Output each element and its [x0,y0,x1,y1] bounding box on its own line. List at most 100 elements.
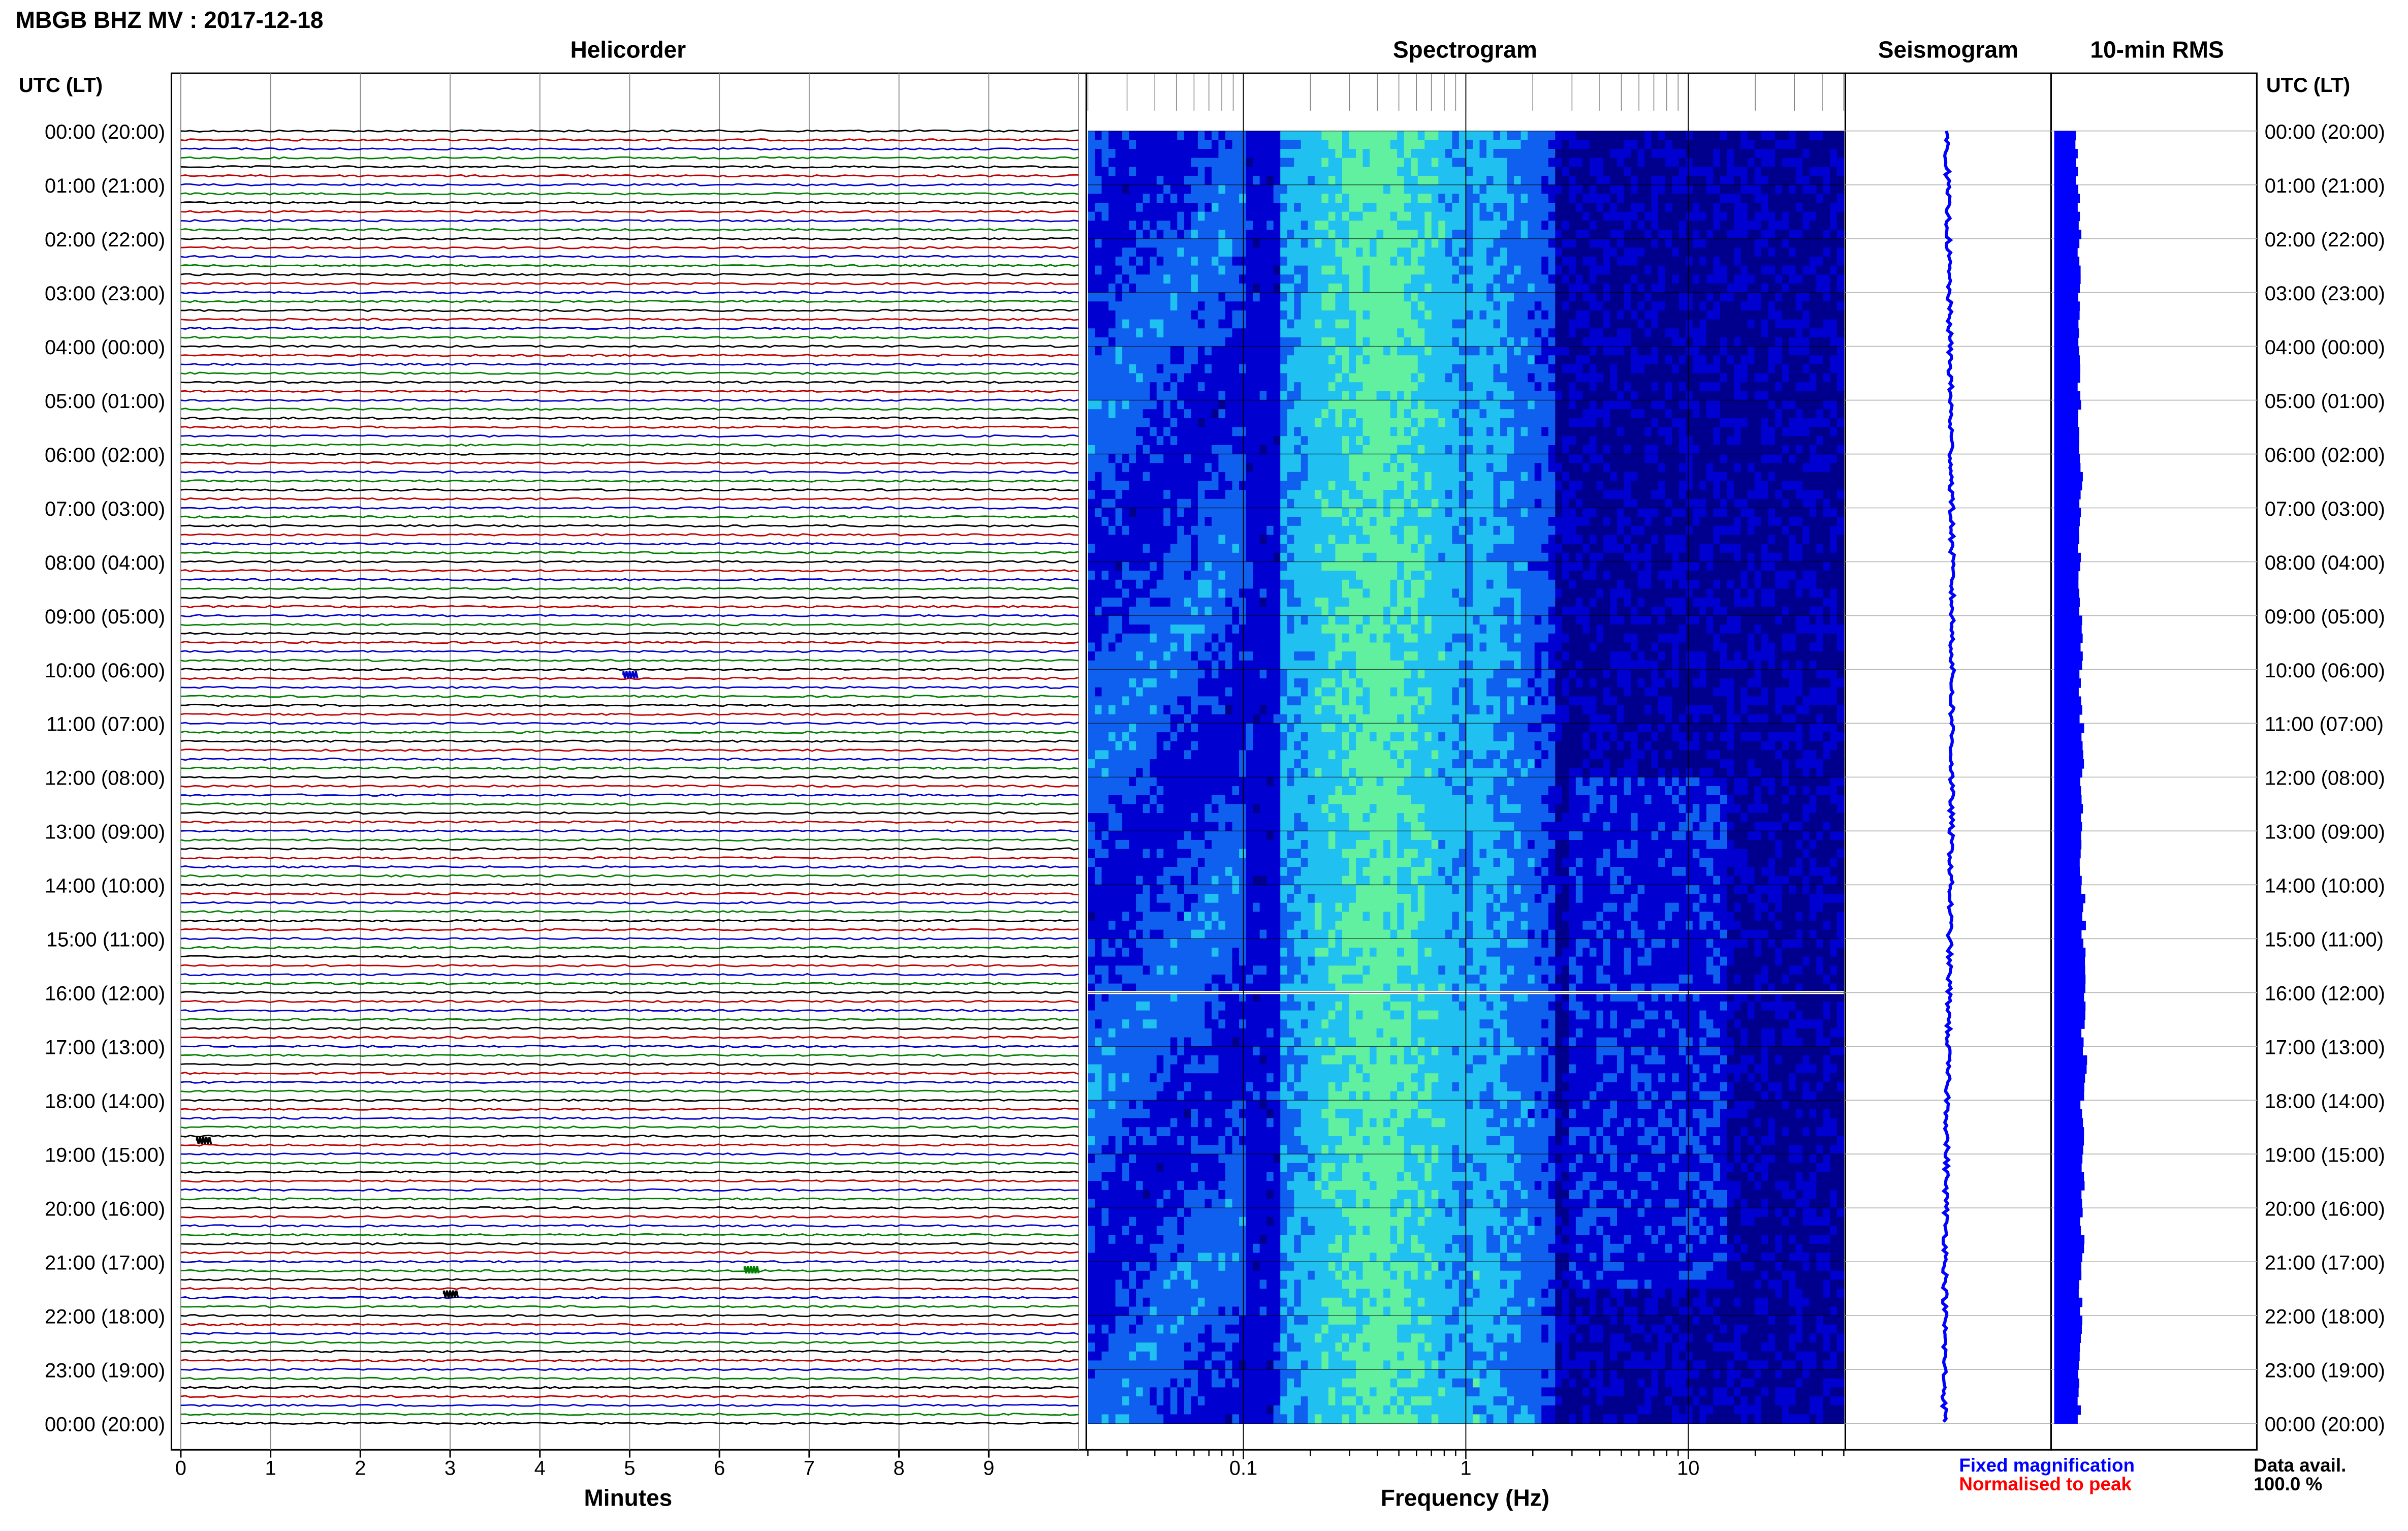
spectrogram-cell [1603,176,1610,185]
spectrogram-cell [1266,364,1274,374]
spectrogram-cell [1150,337,1157,347]
spectrogram-cell [1274,328,1281,338]
spectrogram-cell [1727,391,1734,401]
spectrogram-cell [1088,508,1095,518]
spectrogram-cell [1486,149,1494,159]
spectrogram-cell [1150,499,1157,509]
spectrogram-cell [1418,328,1425,338]
spectrogram-cell [1789,337,1796,347]
spectrogram-cell [1294,131,1301,141]
spectrogram-cell [1095,364,1102,374]
spectrogram-cell [1486,382,1494,392]
spectrogram-cell [1782,508,1789,518]
spectrogram-cell [1638,391,1645,401]
spectrogram-cell [1246,436,1253,446]
spectrogram-cell [1287,203,1294,212]
spectrogram-cell [1163,355,1170,365]
spectrogram-cell [1445,194,1452,203]
spectrogram-cell [1500,373,1507,383]
spectrogram-cell [1665,140,1672,149]
spectrogram-cell [1802,427,1810,437]
spectrogram-cell [1205,221,1212,230]
spectrogram-cell [1823,481,1830,491]
spectrogram-cell [1377,194,1384,203]
spectrogram-cell [1136,364,1143,374]
spectrogram-cell [1342,508,1349,518]
spectrogram-cell [1830,203,1837,212]
spectrogram-cell [1260,508,1267,518]
spectrogram-cell [1383,436,1390,446]
time-label-right: 10:00 (06:00) [2265,660,2385,682]
spectrogram-cell [1603,373,1610,383]
spectrogram-cell [1177,364,1184,374]
spectrogram-cell [1225,328,1232,338]
spectrogram-cell [1631,328,1638,338]
spectrogram-cell [1232,185,1239,195]
spectrogram-cell [1473,320,1480,329]
spectrogram-cell [1136,445,1143,455]
spectrogram-cell [1274,499,1281,509]
spectrogram-cell [1562,463,1569,473]
spectrogram-cell [1672,409,1679,419]
spectrogram-cell [1136,239,1143,248]
spectrogram-cell [1486,328,1494,338]
spectrogram-cell [1658,158,1665,168]
spectrogram-cell [1095,481,1102,491]
spectrogram-cell [1328,337,1336,347]
spectrogram-cell [1555,257,1562,266]
spectrogram-cell [1693,320,1700,329]
spectrogram-cell [1665,508,1672,518]
spectrogram-cell [1101,490,1108,499]
spectrogram-cell [1466,301,1473,311]
spectrogram-cell [1108,257,1116,266]
spectrogram-cell [1383,463,1390,473]
spectrogram-cell [1342,247,1349,257]
spectrogram-cell [1652,472,1659,482]
spectrogram-cell [1466,266,1473,275]
spectrogram-cell [1212,490,1219,499]
time-label-right: 00:00 (20:00) [2265,121,2385,143]
spectrogram-cell [1638,230,1645,239]
spectrogram-cell [1122,203,1129,212]
spectrogram-cell [1652,490,1659,499]
spectrogram-cell [1459,320,1466,329]
spectrogram-cell [1184,230,1191,239]
spectrogram-cell [1727,508,1734,518]
spectrogram-cell [1280,499,1287,509]
spectrogram-cell [1342,194,1349,203]
spectrogram-cell [1232,463,1239,473]
spectrogram-cell [1810,176,1817,185]
spectrogram-cell [1699,149,1706,159]
spectrogram-cell [1768,463,1776,473]
spectrogram-cell [1274,364,1281,374]
spectrogram-cell [1830,310,1837,320]
spectrogram-cell [1755,436,1762,446]
spectrogram-cell [1775,131,1782,141]
spectrogram-cell [1225,131,1232,141]
spectrogram-cell [1562,301,1569,311]
spectrogram-cell [1225,373,1232,383]
spectrogram-cell [1246,266,1253,275]
spectrogram-cell [1486,221,1494,230]
spectrogram-cell [1528,400,1535,410]
spectrogram-cell [1438,328,1445,338]
spectrogram-cell [1404,203,1411,212]
spectrogram-cell [1631,355,1638,365]
spectrogram-cell [1418,400,1425,410]
spectrogram-cell [1335,158,1342,168]
spectrogram-cell [1129,257,1136,266]
spectrogram-cell [1184,167,1191,176]
spectrogram-cell [1734,463,1741,473]
spectrogram-cell [1644,301,1652,311]
spectrogram-cell [1494,409,1501,419]
spectrogram-cell [1328,176,1336,185]
spectrogram-cell [1755,382,1762,392]
spectrogram-cell [1837,140,1844,149]
spectrogram-cell [1837,293,1844,302]
spectrogram-cell [1507,499,1514,509]
spectrogram-cell [1693,176,1700,185]
spectrogram-cell [1452,418,1459,428]
spectrogram-cell [1541,274,1548,284]
spectrogram-cell [1748,481,1755,491]
spectrogram-cell [1713,472,1720,482]
